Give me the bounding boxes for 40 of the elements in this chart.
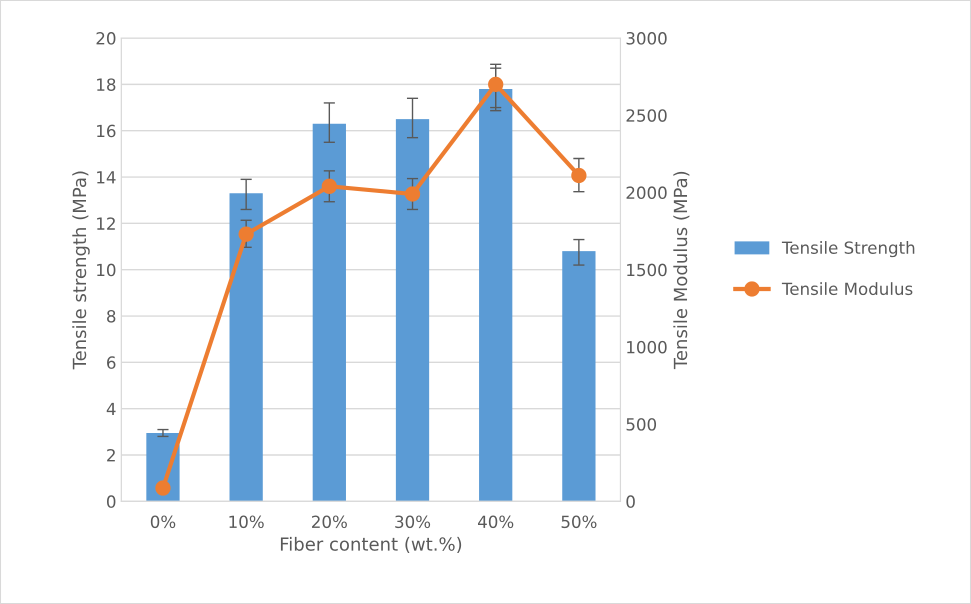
point bbox=[404, 186, 420, 202]
x-tick-label: 20% bbox=[312, 516, 347, 528]
y-tick-label: 0 bbox=[107, 495, 116, 508]
point bbox=[322, 178, 337, 194]
y-axis-title: Tensile strength (MPa) bbox=[72, 172, 90, 370]
y-tick-label: 4 bbox=[106, 402, 116, 415]
y2-tick-label: 1500 bbox=[627, 264, 667, 276]
x-tick-label: 50% bbox=[562, 516, 596, 528]
point bbox=[155, 480, 171, 496]
y-tick-label: 6 bbox=[107, 356, 116, 369]
y2-tick-label: 0 bbox=[626, 495, 635, 508]
bar bbox=[479, 89, 512, 502]
x-tick-label: 0% bbox=[150, 516, 176, 528]
point bbox=[571, 168, 587, 184]
y-tick-label: 2 bbox=[107, 448, 115, 462]
y-tick-label: 20 bbox=[96, 32, 116, 45]
y2-tick-label: 2500 bbox=[626, 109, 667, 122]
x-tick-label: 30% bbox=[395, 516, 430, 528]
y2-tick-label: 1000 bbox=[627, 340, 667, 354]
x-tick-label: 40% bbox=[478, 516, 514, 528]
point bbox=[488, 76, 504, 92]
y2-tick-label: 500 bbox=[626, 418, 656, 431]
legend-label: Tensile Strength bbox=[782, 241, 914, 258]
y-tick-label: 12 bbox=[97, 217, 115, 230]
y2-tick-label: 2000 bbox=[626, 186, 667, 200]
bar bbox=[230, 193, 263, 502]
y2-tick-label: 3000 bbox=[626, 32, 667, 45]
y2-axis-title: Tensile Modulus (MPa) bbox=[673, 172, 690, 370]
y-tick-label: 16 bbox=[97, 124, 116, 138]
x-tick-label: 10% bbox=[229, 516, 264, 528]
bar bbox=[396, 119, 430, 502]
bar bbox=[562, 251, 596, 502]
point bbox=[238, 226, 254, 242]
x-axis-title: Fiber content (wt.%) bbox=[280, 536, 462, 553]
y-tick-label: 14 bbox=[97, 171, 116, 184]
bar bbox=[312, 124, 346, 502]
y-tick-label: 10 bbox=[97, 264, 116, 276]
y-tick-label: 18 bbox=[97, 78, 116, 91]
y-tick-label: 8 bbox=[107, 310, 116, 323]
legend-label: Tensile Modulus bbox=[782, 282, 912, 296]
